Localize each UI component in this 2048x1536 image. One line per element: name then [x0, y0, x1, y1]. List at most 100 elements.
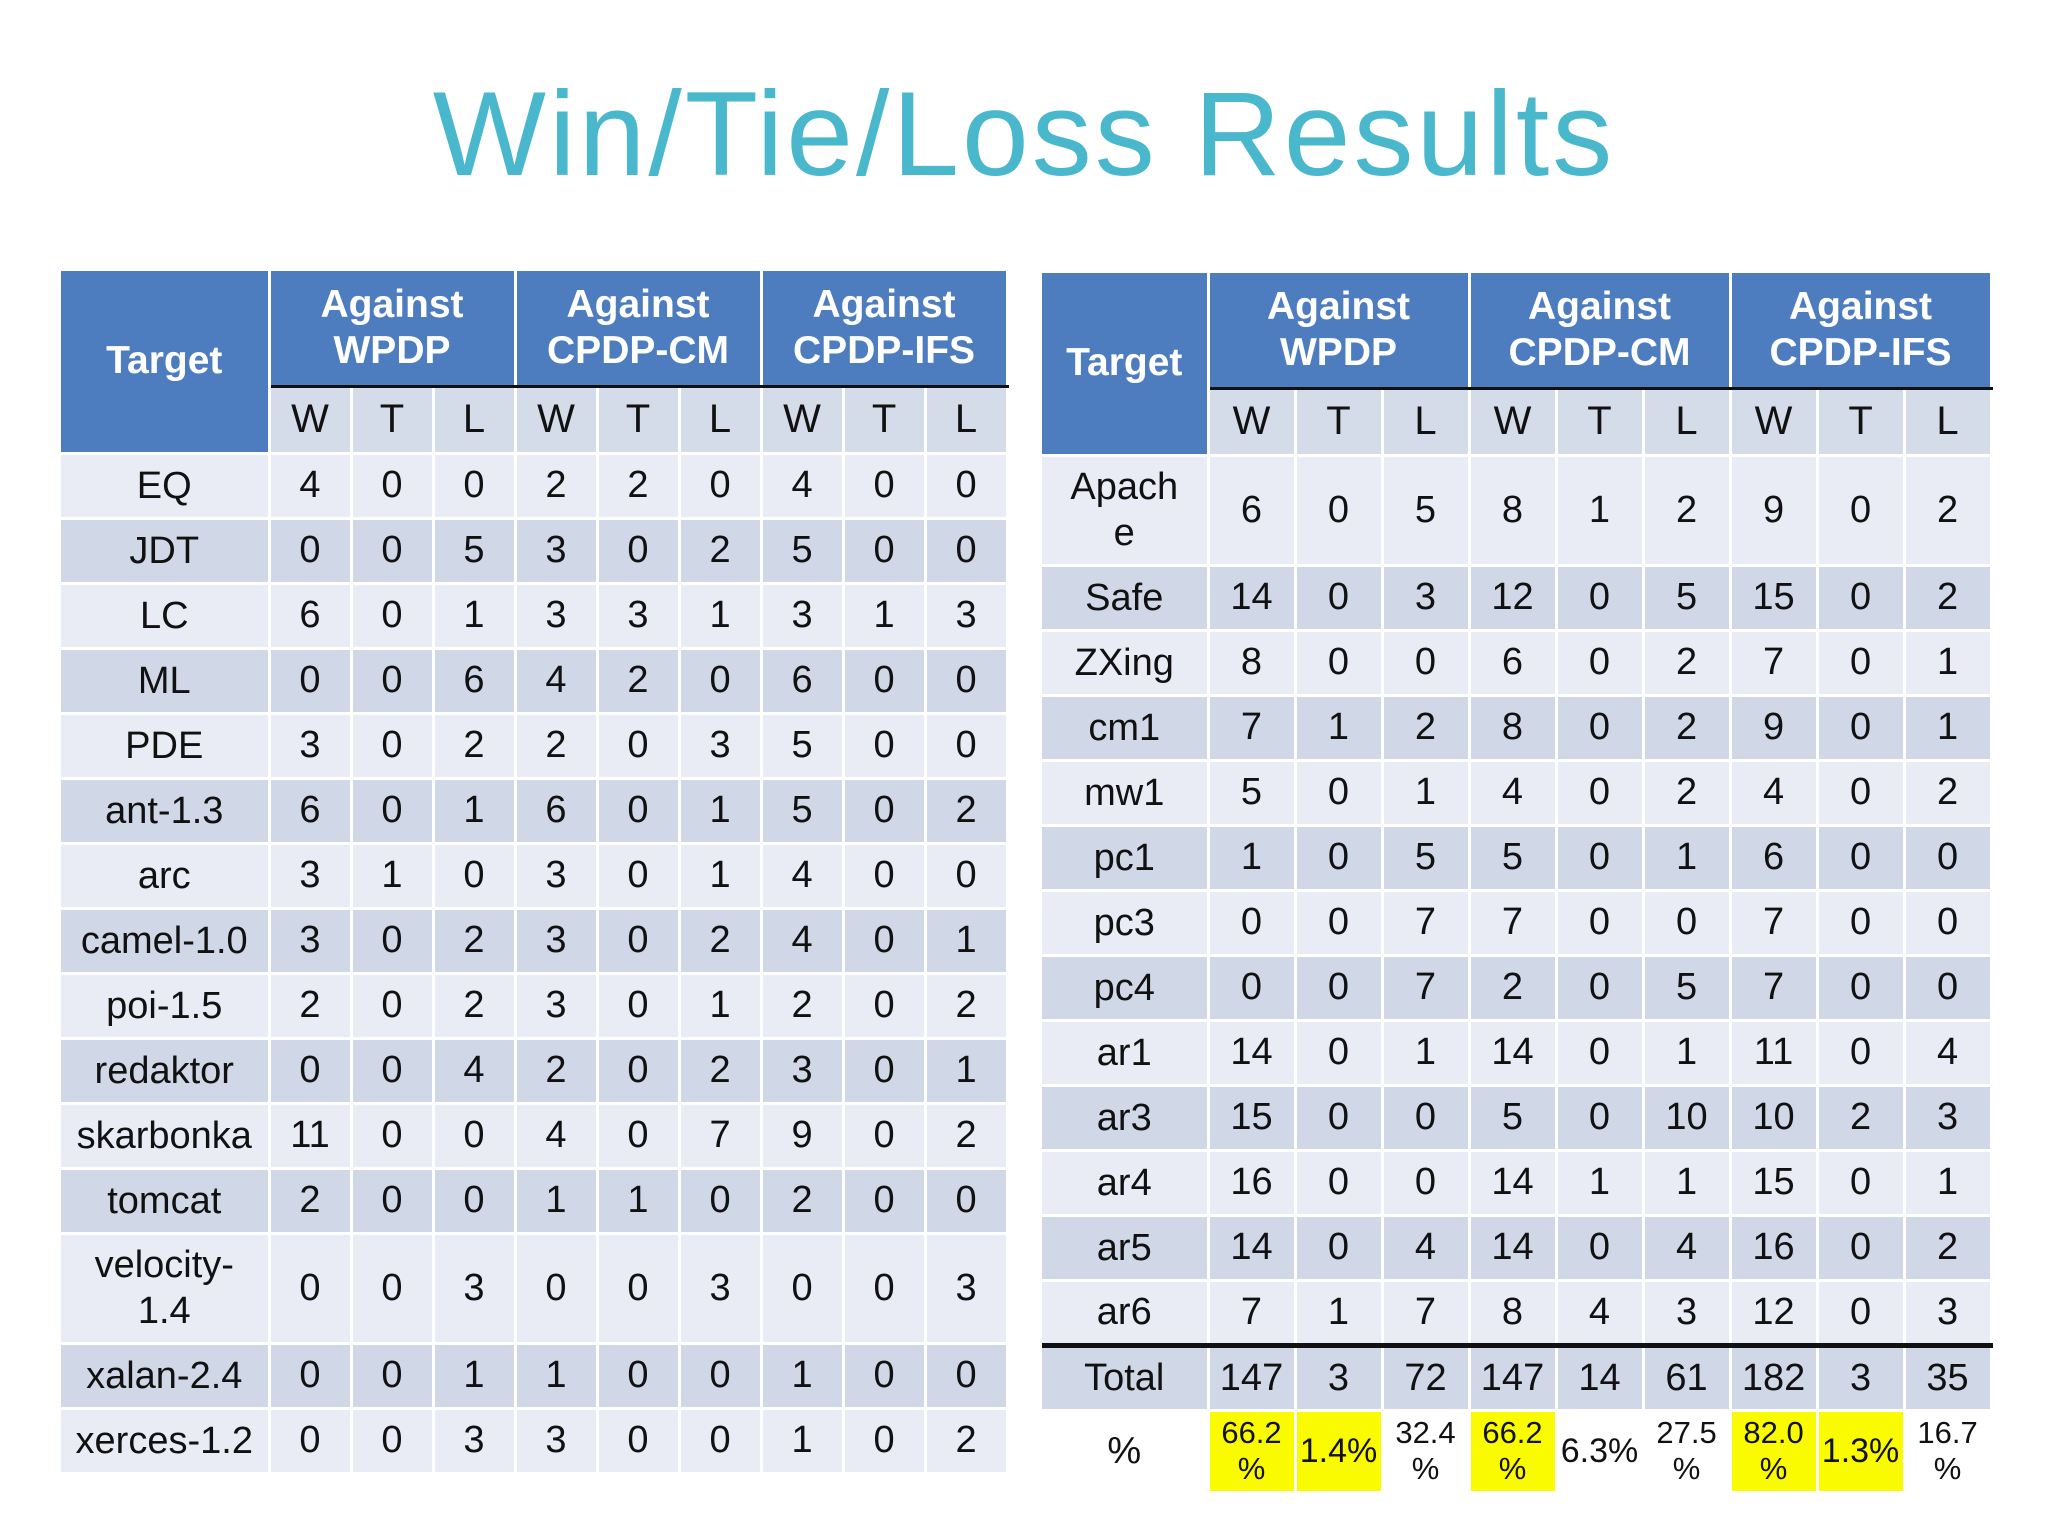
value-cell: 5 — [1382, 825, 1471, 892]
table-row: pc4 0 0 7 2 0 5 7 0 0 — [1042, 955, 1993, 1022]
value-cell: 15 — [1208, 1085, 1297, 1152]
left-results-table: Target Against WPDP Against CPDP-CM Against CP… — [61, 271, 1009, 1475]
value-cell: 9 — [1729, 695, 1819, 762]
value-cell: 1 — [1382, 1020, 1471, 1087]
value-cell: 0 — [1904, 955, 1993, 1022]
value-cell: 0 — [1556, 1020, 1645, 1087]
value-cell: 2 — [760, 973, 845, 1040]
value-cell: 6 — [269, 778, 353, 845]
row-target-name: ar5 — [1042, 1215, 1210, 1282]
value-cell: 0 — [843, 453, 927, 520]
value-cell: 1 — [351, 843, 435, 910]
value-cell: 0 — [1556, 890, 1645, 957]
value-cell: 0 — [1556, 760, 1645, 827]
value-cell: 5 — [433, 518, 517, 585]
percent-cell: 32.4% — [1382, 1410, 1471, 1494]
value-cell: 2 — [269, 973, 353, 1040]
value-cell: 0 — [1817, 1215, 1906, 1282]
subheader-cell: L — [925, 386, 1009, 455]
subheader-cell: T — [1556, 388, 1645, 457]
value-cell: 0 — [1817, 890, 1906, 957]
value-cell: 2 — [1643, 760, 1732, 827]
row-target-name: JDT — [61, 518, 271, 585]
value-cell: 0 — [1904, 825, 1993, 892]
value-cell: 5 — [1382, 455, 1471, 567]
value-cell: 3 — [679, 1233, 763, 1345]
value-cell: 1 — [679, 973, 763, 1040]
value-cell: 2 — [925, 1103, 1009, 1170]
subheader-cell: L — [1643, 388, 1732, 457]
value-cell: 4 — [269, 453, 353, 520]
value-cell: 0 — [269, 1038, 353, 1105]
table-row: xerces-1.2 0 0 3 3 0 0 1 0 2 — [61, 1408, 1009, 1475]
value-cell: 0 — [843, 843, 927, 910]
value-cell: 2 — [925, 1408, 1009, 1475]
value-cell: 0 — [514, 1233, 599, 1345]
value-cell: 8 — [1468, 455, 1558, 567]
value-cell: 0 — [843, 713, 927, 780]
value-cell: 11 — [269, 1103, 353, 1170]
value-cell: 6 — [760, 648, 845, 715]
percent-cell-line2: % — [1759, 1451, 1788, 1486]
value-cell: 0 — [925, 843, 1009, 910]
percent-cell-line2: % — [1237, 1451, 1266, 1486]
value-cell: 0 — [269, 1408, 353, 1475]
value-cell: 0 — [1817, 1150, 1906, 1217]
group-header-line2: WPDP — [1280, 330, 1397, 374]
value-cell: 1 — [1643, 1020, 1732, 1087]
value-cell: 0 — [925, 1168, 1009, 1235]
group-header-line2: CPDP-IFS — [793, 328, 976, 372]
value-cell: 2 — [760, 1168, 845, 1235]
value-cell: 0 — [1817, 565, 1906, 632]
value-cell: 1 — [514, 1168, 599, 1235]
value-cell: 2 — [433, 908, 517, 975]
subheader-cell: W — [760, 386, 845, 455]
value-cell: 5 — [760, 713, 845, 780]
value-cell: 2 — [1904, 760, 1993, 827]
percent-cell-line1: 27.5 — [1656, 1415, 1717, 1450]
value-cell: 0 — [351, 1408, 435, 1475]
value-cell: 0 — [351, 1233, 435, 1345]
value-cell: 12 — [1468, 565, 1558, 632]
value-cell: 3 — [1904, 1280, 1993, 1347]
row-target-name: pc4 — [1042, 955, 1210, 1022]
value-cell: 0 — [1817, 825, 1906, 892]
percent-cell: 66.2% — [1208, 1410, 1297, 1494]
value-cell: 2 — [1468, 955, 1558, 1022]
subheader-cell: L — [1904, 388, 1993, 457]
group-header-line1: Against — [566, 282, 710, 326]
total-cell: 35 — [1904, 1342, 1993, 1412]
row-target-name: pc1 — [1042, 825, 1210, 892]
table-row: PDE 3 0 2 2 0 3 5 0 0 — [61, 713, 1009, 780]
total-cell: 14 — [1556, 1342, 1645, 1412]
value-cell: 0 — [597, 1038, 681, 1105]
value-cell: 6 — [514, 778, 599, 845]
header-row: Target Against WPDP Against CPDP-CM Against CP… — [61, 271, 1009, 455]
row-target-name: arc — [61, 843, 271, 910]
row-target-name: redaktor — [61, 1038, 271, 1105]
value-cell: 4 — [760, 843, 845, 910]
value-cell: 11 — [1729, 1020, 1819, 1087]
value-cell: 1 — [1643, 1150, 1732, 1217]
value-cell: 5 — [1208, 760, 1297, 827]
value-cell: 6 — [1468, 630, 1558, 697]
value-cell: 0 — [269, 648, 353, 715]
percent-cell-line2: % — [1411, 1451, 1440, 1486]
table-row: cm1 7 1 2 8 0 2 9 0 1 — [1042, 695, 1993, 762]
value-cell: 3 — [514, 843, 599, 910]
value-cell: 0 — [269, 1233, 353, 1345]
percent-cell-line2: % — [1498, 1451, 1527, 1486]
value-cell: 0 — [351, 453, 435, 520]
value-cell: 0 — [1295, 955, 1384, 1022]
value-cell: 1 — [597, 1168, 681, 1235]
value-cell: 2 — [597, 648, 681, 715]
value-cell: 3 — [269, 908, 353, 975]
value-cell: 0 — [1817, 1280, 1906, 1347]
value-cell: 10 — [1729, 1085, 1819, 1152]
value-cell: 4 — [1643, 1215, 1732, 1282]
table-row: camel-1.0 3 0 2 3 0 2 4 0 1 — [61, 908, 1009, 975]
percent-cell: 1.4% — [1295, 1410, 1384, 1494]
value-cell: 0 — [843, 778, 927, 845]
value-cell: 14 — [1468, 1215, 1558, 1282]
